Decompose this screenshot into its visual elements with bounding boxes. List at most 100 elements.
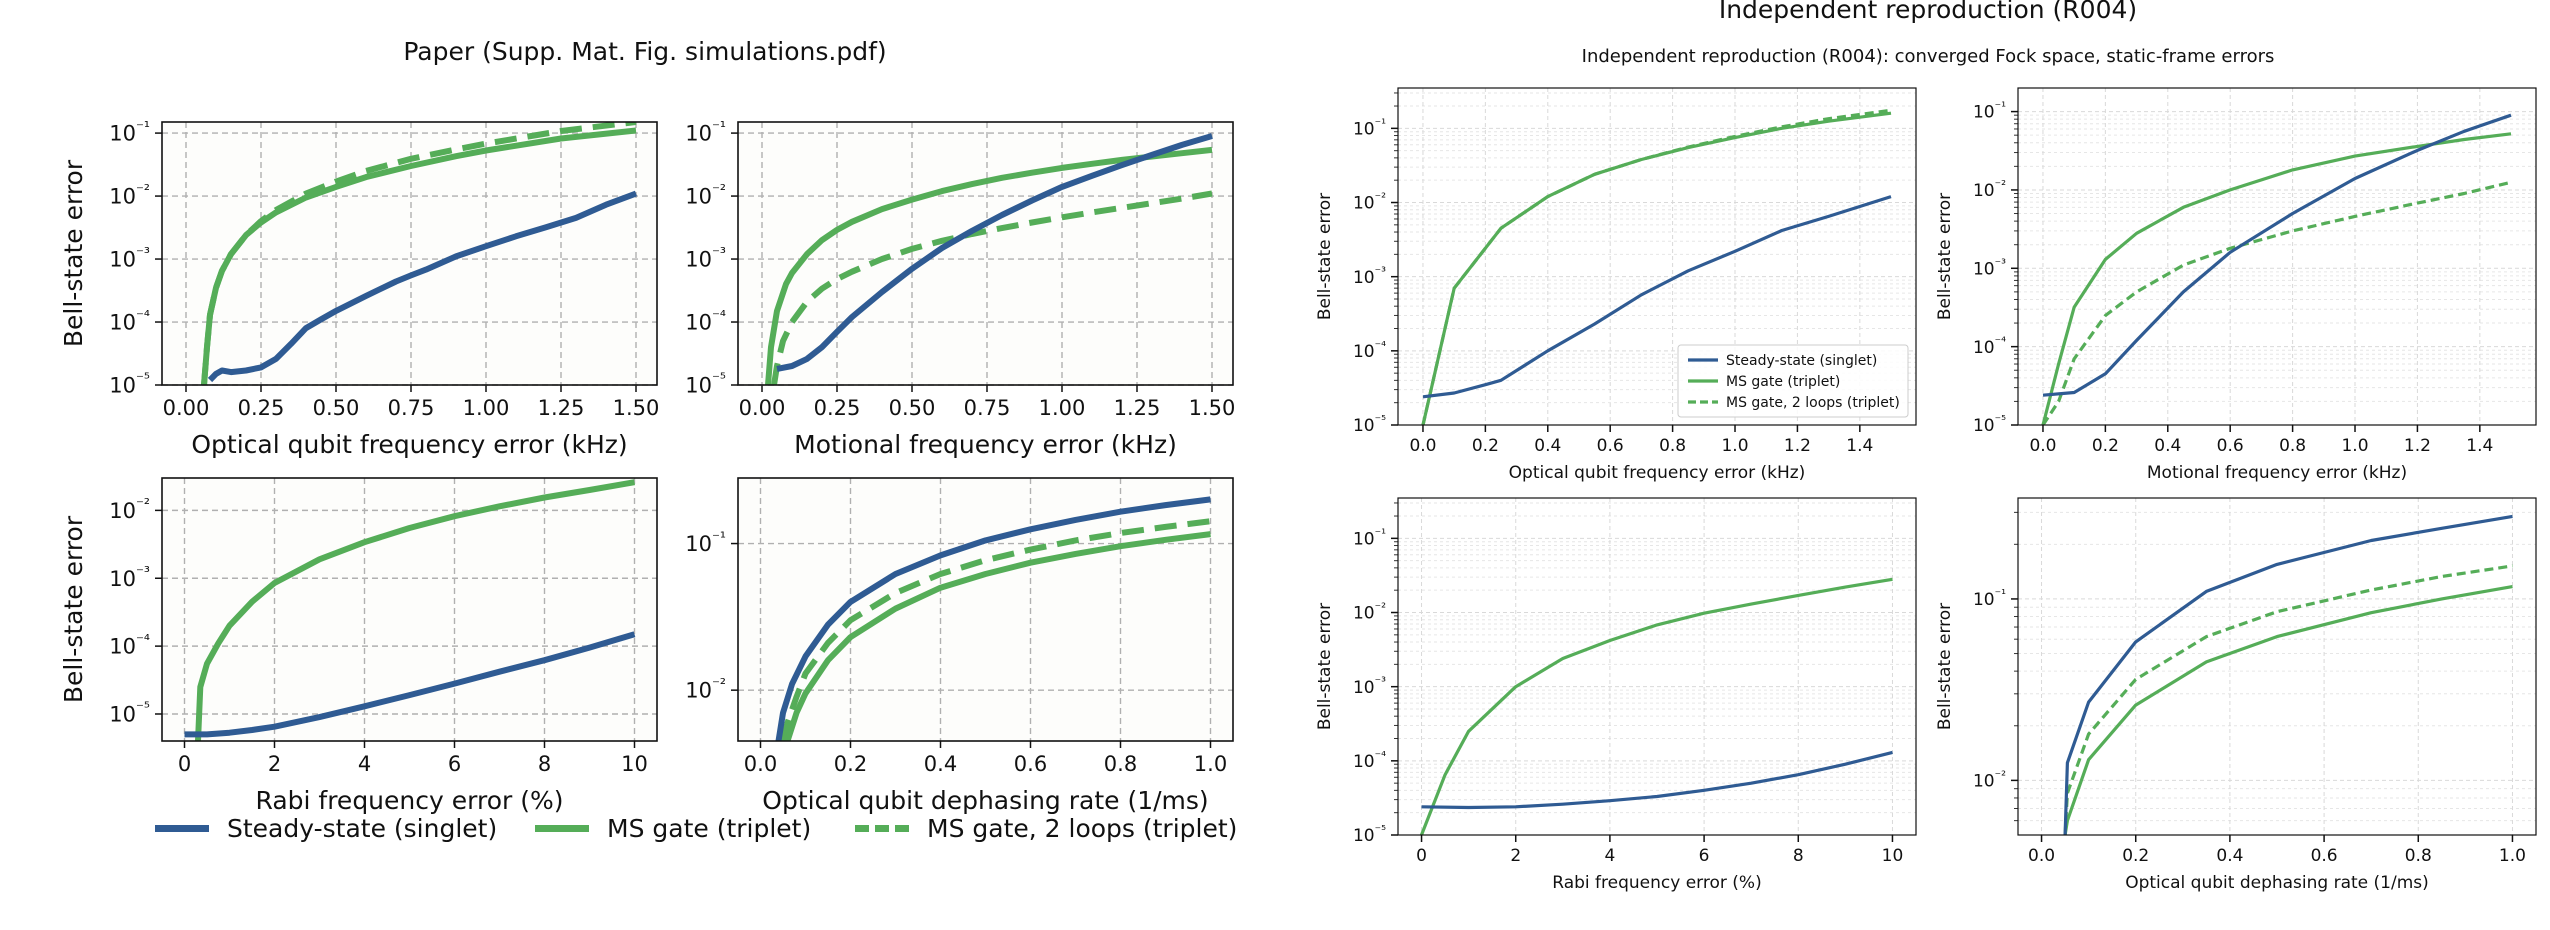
- left-panel-title: Paper (Supp. Mat. Fig. simulations.pdf): [403, 37, 886, 66]
- repro-legend: Steady-state (singlet) MS gate (triplet) M…: [1677, 344, 1909, 418]
- x-tick-label: 0.0: [2028, 846, 2055, 866]
- y-axis-label: Bell-state error: [1315, 603, 1335, 730]
- series-line-steady-state: [184, 631, 636, 738]
- legend-item-ms-gate-2-loops: MS gate, 2 loops (triplet): [855, 808, 1237, 848]
- chart-paper-dephasing: 0.0 0.2 0.4 0.6 0.8 1.0 10⁻² 10⁻¹ Optical qubit …: [685, 477, 1234, 815]
- x-tick-label: 1.2: [1784, 436, 1811, 456]
- x-tick-label: 1.0: [2341, 436, 2368, 456]
- legend-item-steady-state: Steady-state (singlet): [155, 808, 497, 848]
- legend-swatch-ms-gate: [535, 824, 589, 832]
- x-tick-label: 1.50: [1189, 396, 1236, 420]
- x-tick-label: 0.2: [2122, 846, 2149, 866]
- x-tick-label: 0.75: [964, 396, 1011, 420]
- y-tick-label: 10⁻³: [1973, 256, 2006, 279]
- x-axis-label: Rabi frequency error (%): [1552, 873, 1761, 893]
- plot-area: [162, 478, 657, 741]
- legend-label-steady-state: Steady-state (singlet): [1726, 353, 1877, 369]
- x-axis-label: Optical qubit frequency error (kHz): [191, 430, 627, 459]
- x-axis-label: Optical qubit frequency error (kHz): [1509, 463, 1806, 483]
- axes-frame: [737, 477, 1234, 742]
- series-line-steady-state: [207, 190, 638, 383]
- y-tick-label: 10⁻¹: [1353, 116, 1386, 139]
- y-axis-label: Bell-state error: [59, 515, 88, 703]
- x-tick-label: 0.00: [163, 396, 210, 420]
- series-line-ms-gate: [201, 127, 637, 385]
- plot-area: [2018, 498, 2536, 835]
- chart-repro-motional: 0.0 0.2 0.4 0.6 0.8 1.0 1.2 1.4 10⁻⁵ 10⁻⁴ 10⁻³ 10⁻²…: [1935, 87, 2537, 483]
- x-tick-label: 6: [448, 752, 461, 776]
- series-line-ms-gate-2-loops: [1421, 108, 1892, 425]
- legend-item-ms-gate: MS gate (triplet): [535, 808, 811, 848]
- x-tick-label: 8: [1793, 846, 1804, 866]
- y-axis-label: Bell-state error: [1935, 603, 1955, 730]
- x-tick-label: 0.0: [1409, 436, 1436, 456]
- x-tick-label: 0.8: [2405, 846, 2432, 866]
- y-axis-label: Bell-state error: [1935, 193, 1955, 320]
- series-line-ms-gate-2-loops: [2041, 180, 2512, 425]
- legend-box: [1677, 344, 1909, 418]
- axes-frame: [161, 477, 658, 742]
- x-tick-label: 2: [1510, 846, 1521, 866]
- legend-label-ms-gate-2-loops: MS gate, 2 loops (triplet): [927, 813, 1238, 843]
- x-tick-label: 0.25: [814, 396, 861, 420]
- series-line-steady-state: [1422, 195, 1892, 399]
- x-tick-label: 6: [1699, 846, 1710, 866]
- series-line-steady-state: [776, 133, 1213, 372]
- y-tick-label: 10⁻²: [685, 675, 726, 703]
- y-axis-label: Bell-state error: [59, 159, 88, 347]
- x-axis-label: Optical qubit dephasing rate (1/ms): [2125, 873, 2429, 893]
- y-tick-label: 10⁻³: [109, 244, 150, 272]
- y-tick-label: 10⁻²: [109, 495, 150, 523]
- chart-paper-motional: 0.00 0.25 0.50 0.75 1.00 1.25 1.50 10⁻⁵ 10⁻⁴ 10⁻³…: [685, 118, 1235, 459]
- x-tick-label: 2: [268, 752, 281, 776]
- y-tick-label: 10⁻²: [109, 181, 150, 209]
- axes-frame: [1397, 87, 1917, 426]
- right-panel-subtitle: Independent reproduction (R004): converg…: [1582, 46, 2275, 67]
- series-line-ms-gate: [195, 479, 636, 741]
- x-tick-label: 0.4: [1534, 436, 1561, 456]
- right-panel-title: Independent reproduction (R004): [1719, 0, 2137, 24]
- y-tick-label: 10⁻³: [685, 244, 726, 272]
- x-tick-label: 0.75: [388, 396, 435, 420]
- x-tick-label: 0.50: [889, 396, 936, 420]
- y-tick-label: 10⁻⁵: [1973, 413, 2006, 436]
- x-tick-label: 0.6: [1597, 436, 1624, 456]
- x-tick-label: 1.0: [1194, 752, 1227, 776]
- legend-swatch-steady-state: [155, 824, 209, 832]
- y-tick-label: 10⁻²: [1353, 190, 1386, 213]
- plot-area: [738, 122, 1233, 385]
- x-tick-label: 0.6: [2217, 436, 2244, 456]
- x-axis-label: Optical qubit dephasing rate (1/ms): [762, 786, 1208, 815]
- y-tick-label: 10⁻⁵: [685, 370, 726, 398]
- x-tick-label: 1.50: [613, 396, 660, 420]
- x-tick-label: 4: [358, 752, 371, 776]
- series-line-ms-gate: [1420, 577, 1893, 835]
- y-tick-label: 10⁻⁴: [1353, 749, 1386, 772]
- x-tick-label: 4: [1604, 846, 1615, 866]
- series-line-steady-state: [2063, 514, 2513, 835]
- x-tick-label: 0.2: [2092, 436, 2119, 456]
- chart-repro-optical: 0.0 0.2 0.4 0.6 0.8 1.0 1.2 1.4 10⁻⁵ 10⁻⁴ 10⁻³ 10⁻²…: [1315, 87, 1917, 483]
- y-tick-label: 10⁻²: [1353, 600, 1386, 623]
- series-line-ms-gate-2-loops: [771, 190, 1213, 385]
- y-tick-label: 10⁻⁵: [109, 370, 150, 398]
- plots-group: 0.00 0.25 0.50 0.75 1.00 1.25 1.5010⁻⁵10⁻⁴10⁻³…: [59, 87, 2537, 893]
- y-tick-label: 10⁻³: [1353, 265, 1386, 288]
- chart-paper-optical: 0.00 0.25 0.50 0.75 1.00 1.25 1.50 10⁻⁵ 10⁻⁴ 10⁻³…: [59, 118, 659, 459]
- series-line-ms-gate: [2063, 585, 2513, 835]
- series-line-ms-gate-2-loops: [780, 518, 1211, 741]
- y-tick-label: 10⁻⁵: [1353, 823, 1386, 846]
- x-tick-label: 0.0: [744, 752, 777, 776]
- x-tick-label: 8: [538, 752, 551, 776]
- y-tick-label: 10⁻¹: [1973, 587, 2006, 610]
- legend-label-ms-gate-2-loops: MS gate, 2 loops (triplet): [1726, 395, 1900, 411]
- y-tick-label: 10⁻⁴: [109, 631, 150, 659]
- x-tick-label: 1.4: [1846, 436, 1873, 456]
- series-line-steady-state: [775, 496, 1211, 741]
- plot-area: [738, 478, 1233, 741]
- axes-frame: [1397, 497, 1917, 836]
- y-tick-label: 10⁻⁴: [685, 307, 726, 335]
- y-tick-label: 10⁻²: [1973, 768, 2006, 791]
- x-tick-label: 0.6: [1014, 752, 1047, 776]
